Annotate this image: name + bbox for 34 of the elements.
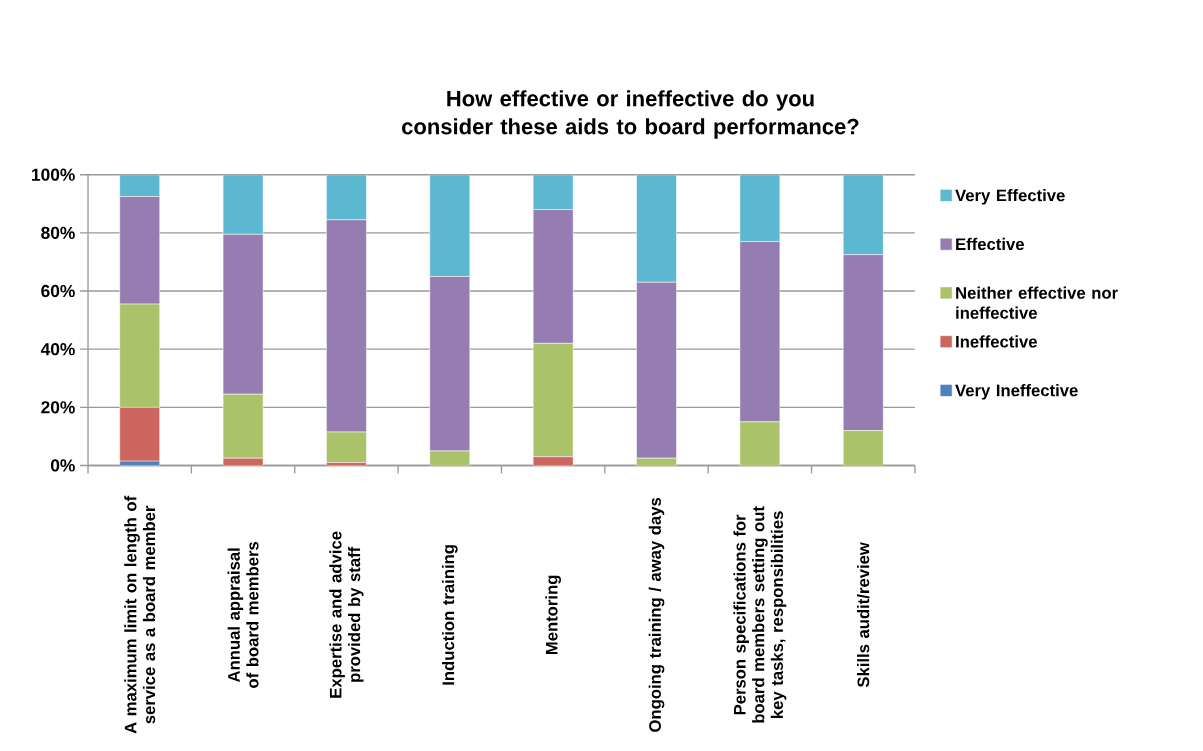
y-tick-label: 40% [40, 343, 75, 356]
y-tick-label: 0% [50, 459, 75, 472]
chart-title: How effective or ineffective do you consider these aids to board performance? [402, 90, 859, 139]
bar [739, 421, 781, 466]
bar [326, 174, 367, 221]
x-tick-label: Person specifications for board members setting out key tasks, responsibilities [733, 506, 787, 723]
y-tick-label: 60% [41, 284, 75, 298]
bar [119, 303, 160, 408]
x-tick-label: Mentoring [545, 575, 561, 655]
legend-label: Neither effective nor ineffective [956, 286, 1118, 319]
x-tick-label: Skills audit/review [857, 542, 870, 688]
legend-label: Very Ineffective [955, 384, 1078, 400]
y-tick-label: 80% [41, 226, 75, 240]
legend-label: Ineffective [956, 335, 1037, 348]
x-tick-label: A maximum limit on length of service as a board member [124, 495, 156, 734]
x-tick-label: Annual appraisal of board members [227, 541, 259, 688]
bar [636, 174, 677, 283]
bar [532, 174, 574, 210]
bar [429, 174, 471, 277]
bar [842, 430, 884, 466]
y-tick-label: 100% [32, 168, 75, 181]
bar [326, 431, 367, 463]
bar [739, 174, 781, 242]
legend-label: Very Effective [955, 189, 1065, 205]
bar [119, 174, 160, 197]
x-tick-label: Expertise and advice provided by staff [329, 531, 364, 698]
y-tick-label: 20% [41, 401, 75, 414]
bar [222, 174, 264, 235]
x-tick-label: Induction training [441, 545, 458, 685]
legend-label: Effective [956, 237, 1024, 251]
bar [842, 174, 884, 255]
bar [222, 394, 264, 459]
bar [532, 343, 574, 458]
x-tick-label: Ongoing training / away days [648, 497, 665, 732]
